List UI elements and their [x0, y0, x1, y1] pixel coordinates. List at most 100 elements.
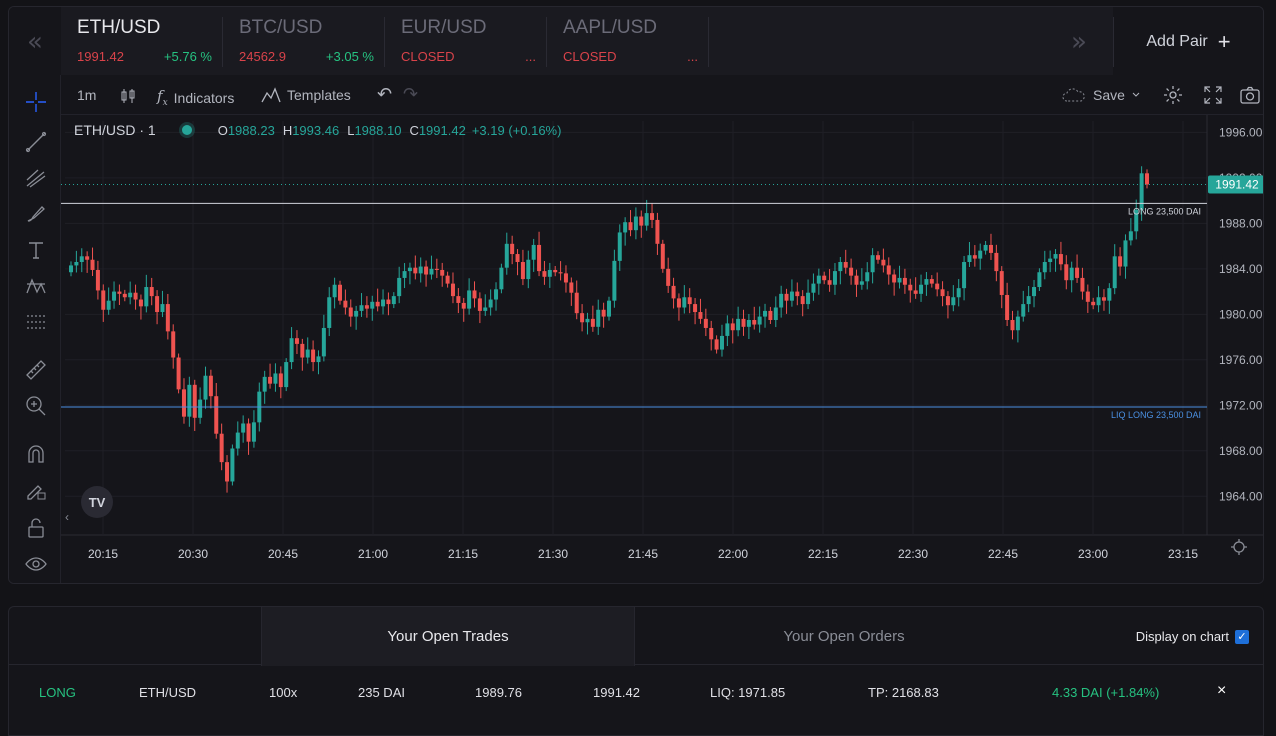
candle: [569, 277, 574, 306]
candle: [854, 269, 859, 297]
candle: [117, 284, 122, 305]
candle: [1128, 218, 1133, 246]
candle: [273, 363, 278, 392]
candle: [424, 260, 429, 287]
zoom-in-icon[interactable]: [23, 393, 49, 419]
chevron-down-icon: [1132, 92, 1140, 97]
order-line-label: LIQ LONG 23,500 DAI: [1111, 410, 1201, 420]
camera-icon[interactable]: [1239, 85, 1261, 105]
chart-legend: ETH/USD · 1 O 1988.23 H 1993.46 L 1988.10 C…: [74, 122, 561, 138]
candle: [908, 278, 913, 303]
candle: [843, 249, 848, 274]
candle: [397, 266, 402, 304]
pair-tab-btc-usd[interactable]: BTC/USD 24562.9 +3.05 %: [223, 17, 385, 67]
candle: [79, 248, 84, 273]
text-tool-icon[interactable]: [23, 237, 49, 263]
y-tick-label: 1976.00: [1219, 353, 1263, 367]
candle: [1096, 286, 1101, 313]
candle: [155, 290, 160, 325]
fullscreen-icon[interactable]: [1203, 85, 1223, 105]
candle: [779, 285, 784, 318]
ruler-icon[interactable]: [23, 357, 49, 383]
x-tick-label: 21:00: [358, 547, 388, 561]
candle: [945, 291, 950, 319]
tradingview-logo-icon[interactable]: TV: [81, 486, 113, 518]
candle: [859, 268, 864, 290]
order-line-label: LONG 23,500 DAI: [1128, 206, 1201, 216]
candle: [806, 279, 811, 310]
candle: [192, 379, 197, 431]
candle: [504, 232, 509, 275]
candle: [913, 277, 918, 299]
candle: [741, 309, 746, 336]
redo-icon[interactable]: ↷: [403, 84, 419, 104]
candle: [219, 423, 224, 471]
scroll-left-icon[interactable]: «: [27, 27, 43, 57]
candle: [510, 235, 515, 265]
candle: [305, 337, 310, 364]
brush-icon[interactable]: [23, 201, 49, 227]
trade-collateral: 235 DAI: [358, 685, 405, 700]
display-on-chart-checkbox[interactable]: ✓: [1235, 629, 1249, 644]
templates-button[interactable]: Templates: [261, 87, 351, 103]
candle: [1032, 279, 1037, 308]
candle: [1101, 289, 1106, 311]
add-pair-label: Add Pair: [1146, 33, 1208, 50]
undo-icon[interactable]: ↶: [377, 84, 393, 104]
trend-line-icon[interactable]: [23, 129, 49, 155]
candle: [488, 289, 493, 316]
candle: [617, 224, 622, 271]
candle: [311, 340, 316, 372]
candle: [892, 269, 897, 296]
candle: [300, 338, 305, 371]
status-dot-icon: [181, 125, 192, 135]
crosshair-icon[interactable]: [23, 89, 49, 115]
tab-open-orders[interactable]: Your Open Orders: [783, 627, 905, 645]
indicators-label: Indicators: [173, 89, 235, 106]
candle: [225, 455, 230, 493]
candle: [1080, 267, 1085, 300]
candle: [381, 289, 386, 315]
orders-panel: Your Open Trades Your Open Orders Displa…: [8, 606, 1264, 736]
lock-drawing-icon[interactable]: [23, 477, 49, 503]
candle: [1075, 254, 1080, 283]
add-pair-button[interactable]: Add Pair +: [1113, 17, 1263, 67]
axis-settings-icon[interactable]: [1231, 539, 1247, 555]
pitchfork-icon[interactable]: [23, 165, 49, 191]
y-tick-label: 1984.00: [1219, 262, 1263, 276]
legend-change: +3.19 (+0.16%): [471, 122, 562, 138]
candle: [1134, 199, 1139, 240]
lock-icon[interactable]: [23, 515, 49, 541]
collapse-toolbar-icon[interactable]: ‹: [65, 510, 69, 524]
candle: [208, 369, 213, 409]
candle-style-button[interactable]: [119, 87, 137, 105]
display-on-chart-toggle[interactable]: Display on chart ✓: [1136, 629, 1249, 644]
pair-tab-eth-usd[interactable]: ETH/USD 1991.42 +5.76 %: [61, 17, 223, 67]
gear-icon[interactable]: [1163, 85, 1183, 105]
candle: [122, 289, 127, 302]
visibility-icon[interactable]: [23, 551, 49, 577]
price-chart[interactable]: 1996.001992.001988.001984.001980.001976.…: [61, 115, 1264, 584]
scroll-right-icon[interactable]: »: [1071, 27, 1087, 57]
save-button[interactable]: Save: [1061, 87, 1141, 103]
candle: [278, 366, 283, 399]
candle: [870, 248, 875, 284]
fib-retracement-icon[interactable]: [23, 309, 49, 335]
tab-open-trades[interactable]: Your Open Trades: [261, 607, 635, 666]
magnet-icon[interactable]: [23, 441, 49, 467]
candle: [983, 240, 988, 255]
interval-button[interactable]: 1m: [77, 87, 96, 103]
legend-close-key: C: [409, 122, 419, 138]
trade-leverage: 100x: [269, 685, 298, 700]
pair-change: +5.76 %: [163, 49, 212, 64]
close-trade-icon[interactable]: ×: [1217, 682, 1227, 699]
candle: [144, 274, 149, 313]
pair-tab-aapl-usd[interactable]: AAPL/USD CLOSED ...: [547, 17, 709, 67]
candle: [187, 376, 192, 427]
indicators-button[interactable]: fx Indicators: [157, 87, 234, 108]
candle: [321, 314, 326, 362]
pair-tab-eur-usd[interactable]: EUR/USD CLOSED ...: [385, 17, 547, 67]
trade-current-price: 1991.42: [593, 685, 640, 700]
candle: [268, 363, 273, 389]
pattern-icon[interactable]: [23, 273, 49, 299]
